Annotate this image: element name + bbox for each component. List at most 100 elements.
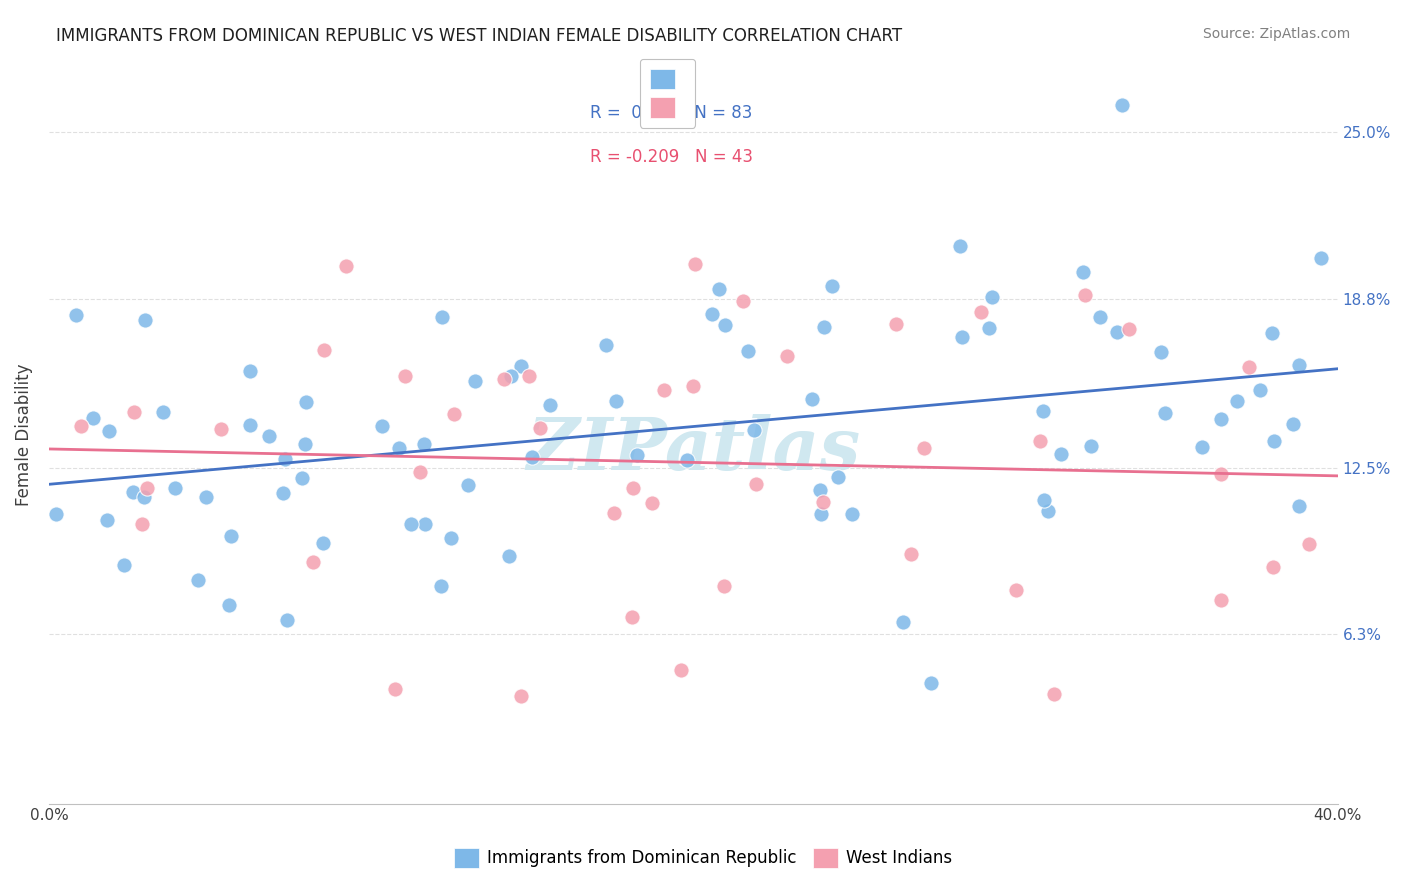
Text: Source: ZipAtlas.com: Source: ZipAtlas.com bbox=[1202, 27, 1350, 41]
Point bbox=[1209, 412, 1232, 426]
Point bbox=[415, 517, 437, 532]
Point bbox=[257, 429, 280, 443]
Text: ZIPatlas: ZIPatlas bbox=[526, 414, 860, 484]
Point bbox=[1249, 384, 1271, 398]
Point bbox=[430, 310, 453, 325]
Point bbox=[1237, 360, 1260, 375]
Point bbox=[1150, 345, 1173, 359]
Point bbox=[676, 453, 699, 467]
Point bbox=[841, 507, 863, 521]
Point bbox=[312, 343, 335, 358]
Point bbox=[187, 573, 209, 587]
Point bbox=[891, 615, 914, 629]
Point bbox=[440, 531, 463, 545]
Point bbox=[311, 536, 333, 550]
Point bbox=[1050, 447, 1073, 461]
Legend: Immigrants from Dominican Republic, West Indians: Immigrants from Dominican Republic, West… bbox=[447, 841, 959, 875]
Point bbox=[949, 239, 972, 253]
Point bbox=[195, 490, 218, 504]
Point bbox=[271, 485, 294, 500]
Point bbox=[1036, 504, 1059, 518]
Point bbox=[295, 394, 318, 409]
Point bbox=[70, 418, 93, 433]
Point bbox=[977, 321, 1000, 335]
Point bbox=[538, 398, 561, 412]
Point bbox=[517, 369, 540, 384]
Point bbox=[620, 609, 643, 624]
Point bbox=[134, 490, 156, 504]
Point bbox=[811, 495, 834, 509]
Point bbox=[510, 359, 533, 373]
Point bbox=[302, 555, 325, 569]
Point bbox=[239, 418, 262, 433]
Point bbox=[509, 689, 531, 703]
Point bbox=[371, 419, 394, 434]
Point bbox=[384, 682, 406, 697]
Point bbox=[1226, 394, 1249, 409]
Point bbox=[1154, 406, 1177, 420]
Point bbox=[1282, 417, 1305, 432]
Point bbox=[97, 424, 120, 438]
Point bbox=[970, 305, 993, 319]
Point bbox=[498, 549, 520, 563]
Point bbox=[399, 516, 422, 531]
Point bbox=[1043, 688, 1066, 702]
Point bbox=[742, 423, 765, 437]
Point bbox=[1028, 434, 1050, 448]
Y-axis label: Female Disability: Female Disability bbox=[15, 363, 32, 506]
Point bbox=[1033, 493, 1056, 508]
Point bbox=[163, 481, 186, 495]
Point bbox=[1088, 310, 1111, 324]
Point bbox=[1071, 265, 1094, 279]
Point bbox=[827, 469, 849, 483]
Point bbox=[912, 441, 935, 455]
Point bbox=[950, 330, 973, 344]
Point bbox=[131, 516, 153, 531]
Point bbox=[152, 405, 174, 419]
Point bbox=[731, 293, 754, 308]
Point bbox=[621, 481, 644, 495]
Point bbox=[1118, 322, 1140, 336]
Point bbox=[652, 383, 675, 397]
Text: R =  0.205   N = 83: R = 0.205 N = 83 bbox=[591, 104, 752, 122]
Point bbox=[430, 579, 453, 593]
Point bbox=[682, 379, 704, 393]
Point bbox=[884, 317, 907, 331]
Point bbox=[239, 364, 262, 378]
Point bbox=[96, 513, 118, 527]
Point bbox=[1111, 98, 1133, 112]
Text: R = -0.209   N = 43: R = -0.209 N = 43 bbox=[591, 148, 754, 166]
Point bbox=[1032, 404, 1054, 418]
Point bbox=[388, 441, 411, 455]
Point bbox=[520, 450, 543, 465]
Point bbox=[335, 259, 357, 273]
Point bbox=[709, 282, 731, 296]
Point bbox=[413, 436, 436, 450]
Point bbox=[595, 338, 617, 352]
Point bbox=[492, 372, 515, 386]
Point bbox=[713, 579, 735, 593]
Point bbox=[737, 343, 759, 358]
Point bbox=[1288, 499, 1310, 513]
Point bbox=[290, 471, 312, 485]
Point bbox=[1209, 593, 1232, 607]
Point bbox=[981, 290, 1004, 304]
Point bbox=[1080, 439, 1102, 453]
Point bbox=[900, 547, 922, 561]
Point bbox=[394, 368, 416, 383]
Point bbox=[920, 676, 942, 690]
Point bbox=[821, 279, 844, 293]
Point bbox=[457, 478, 479, 492]
Point bbox=[603, 506, 626, 520]
Point bbox=[808, 483, 831, 497]
Point bbox=[801, 392, 824, 406]
Point bbox=[112, 558, 135, 573]
Point bbox=[1261, 326, 1284, 340]
Point bbox=[499, 368, 522, 383]
Point bbox=[1105, 325, 1128, 339]
Point bbox=[464, 374, 486, 388]
Point bbox=[683, 257, 706, 271]
Point bbox=[65, 308, 87, 322]
Point bbox=[82, 411, 104, 425]
Point bbox=[121, 485, 143, 500]
